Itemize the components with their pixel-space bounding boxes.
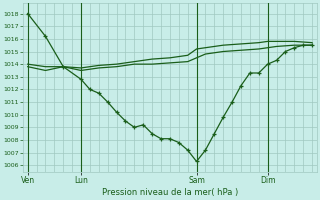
X-axis label: Pression niveau de la mer( hPa ): Pression niveau de la mer( hPa ) <box>102 188 238 197</box>
